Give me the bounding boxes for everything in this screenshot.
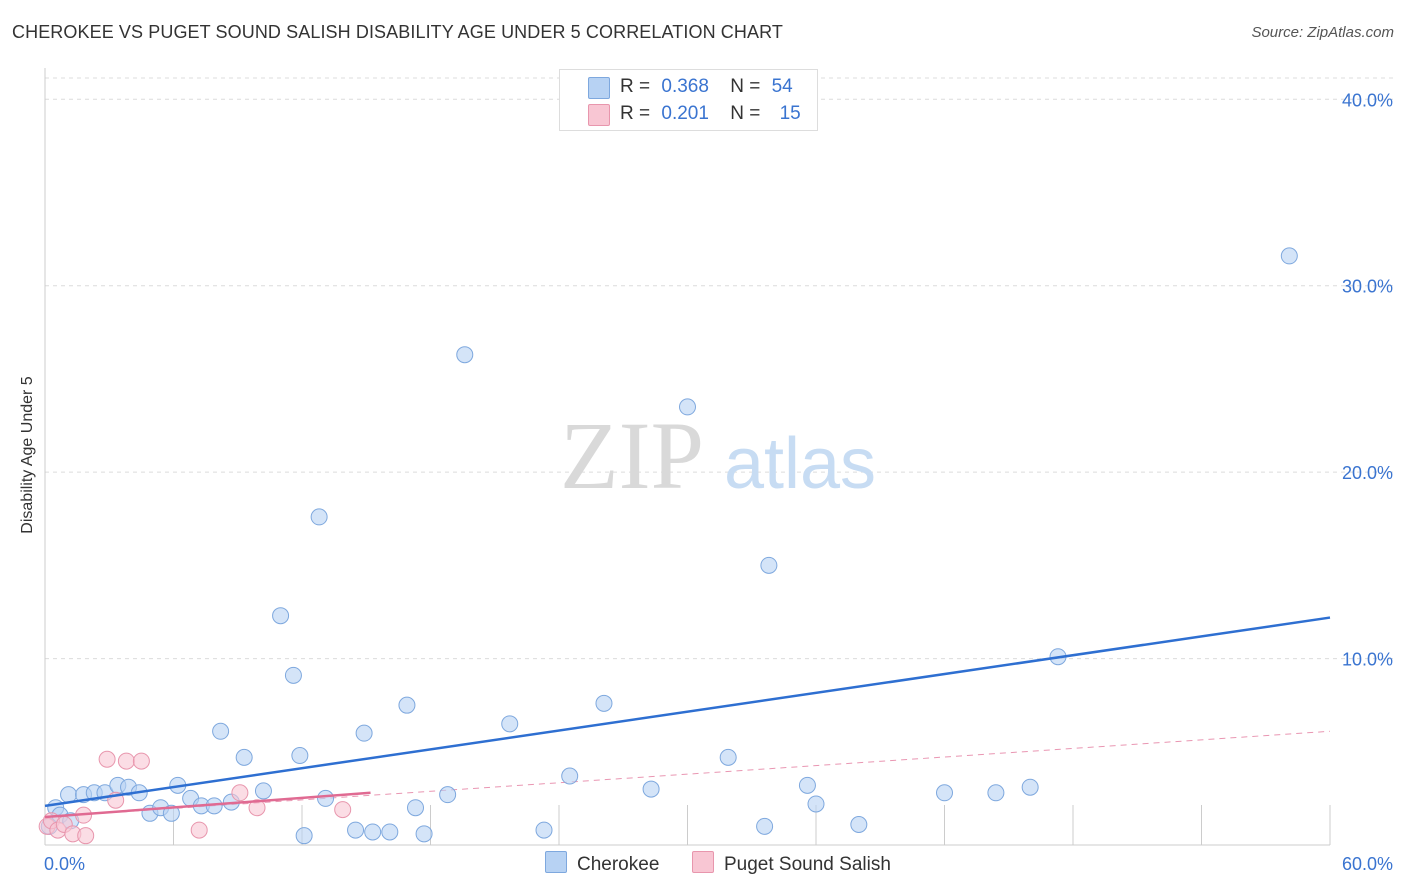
legend-r-value-cherokee: 0.368: [661, 76, 709, 97]
cherokee-point: [850, 815, 868, 833]
x-tick-label: 0.0%: [44, 854, 85, 874]
cherokee-point: [1280, 247, 1298, 265]
cherokee-point: [679, 398, 696, 416]
bottom-legend-swatch-salish: [692, 851, 714, 873]
salish-point: [117, 752, 135, 770]
source-label: Source: ZipAtlas.com: [1251, 24, 1394, 41]
cherokee-point: [381, 823, 399, 841]
salish-point: [334, 801, 352, 819]
bottom-legend-salish: Puget Sound Salish: [692, 851, 891, 876]
cherokee-point: [212, 722, 230, 740]
x-tick-label: 60.0%: [1342, 854, 1393, 874]
cherokee-point: [60, 786, 78, 804]
cherokee-point: [355, 724, 373, 742]
legend-box: R = 0.368 N = 54 R = 0.201 N = 15: [559, 69, 818, 131]
cherokee-point: [398, 696, 416, 714]
legend-r-value-salish: 0.201: [661, 103, 709, 124]
salish-point: [248, 799, 266, 817]
salish-point: [190, 821, 208, 839]
cherokee-point: [407, 799, 425, 817]
points-layer: [38, 247, 1331, 845]
cherokee-point: [456, 346, 474, 364]
cherokee-point: [987, 784, 1005, 802]
cherokee-point: [760, 556, 778, 574]
cherokee-point: [295, 827, 313, 845]
bottom-legend-label-salish: Puget Sound Salish: [724, 854, 891, 875]
bottom-legend-label-cherokee: Cherokee: [577, 854, 660, 875]
salish-point: [132, 752, 150, 770]
cherokee-point: [272, 607, 290, 625]
cherokee-point: [291, 747, 309, 765]
bottom-legend-swatch-cherokee: [545, 851, 567, 873]
cherokee-point: [235, 748, 253, 766]
cherokee-point: [535, 821, 553, 839]
cherokee-point: [561, 767, 579, 785]
cherokee-point: [756, 817, 774, 835]
cherokee-point: [317, 789, 335, 807]
legend-r-label: R =: [620, 103, 651, 124]
salish-point: [77, 827, 95, 845]
y-tick-label: 10.0%: [1342, 650, 1393, 670]
cherokee-point: [719, 748, 737, 766]
legend-r-label: R =: [620, 76, 651, 97]
salish-point: [231, 784, 249, 802]
cherokee-trend-line: [44, 616, 1331, 808]
chart-title: CHEROKEE VS PUGET SOUND SALISH DISABILIT…: [12, 22, 783, 42]
legend-n-label: N =: [730, 103, 761, 124]
cherokee-point: [162, 804, 180, 822]
cherokee-point: [364, 823, 382, 841]
cherokee-point: [936, 784, 953, 802]
cherokee-point: [1021, 778, 1039, 796]
salish-trend-line: [44, 791, 371, 819]
legend-n-value-cherokee: 54: [771, 76, 793, 97]
legend-n-value-salish: 15: [779, 103, 801, 124]
watermark-zip: ZIP: [560, 402, 704, 509]
legend-swatch-salish: [588, 104, 610, 126]
y-tick-label: 40.0%: [1342, 90, 1393, 110]
tick-label-layer: 10.0% 20.0% 30.0% 40.0% 0.0% 60.0%: [44, 90, 1393, 874]
legend-swatch-cherokee: [588, 77, 610, 99]
cherokee-point: [501, 715, 519, 733]
cherokee-point: [310, 508, 328, 526]
cherokee-point: [284, 666, 302, 684]
cherokee-point: [642, 780, 660, 798]
y-tick-label: 30.0%: [1342, 277, 1393, 297]
cherokee-point: [439, 786, 457, 804]
watermark-atlas: atlas: [724, 424, 876, 504]
cherokee-point: [415, 825, 433, 843]
cherokee-point: [798, 776, 816, 794]
grid-layer: [45, 77, 1395, 660]
cherokee-point: [595, 694, 613, 712]
legend-n-label: N =: [730, 76, 761, 97]
bottom-legend-cherokee: Cherokee: [545, 851, 659, 876]
y-tick-label: 20.0%: [1342, 463, 1393, 483]
watermark: ZIP atlas: [560, 402, 876, 509]
salish-point: [98, 750, 116, 768]
cherokee-point: [347, 821, 365, 839]
cherokee-point: [254, 782, 272, 800]
cherokee-point: [807, 795, 825, 813]
